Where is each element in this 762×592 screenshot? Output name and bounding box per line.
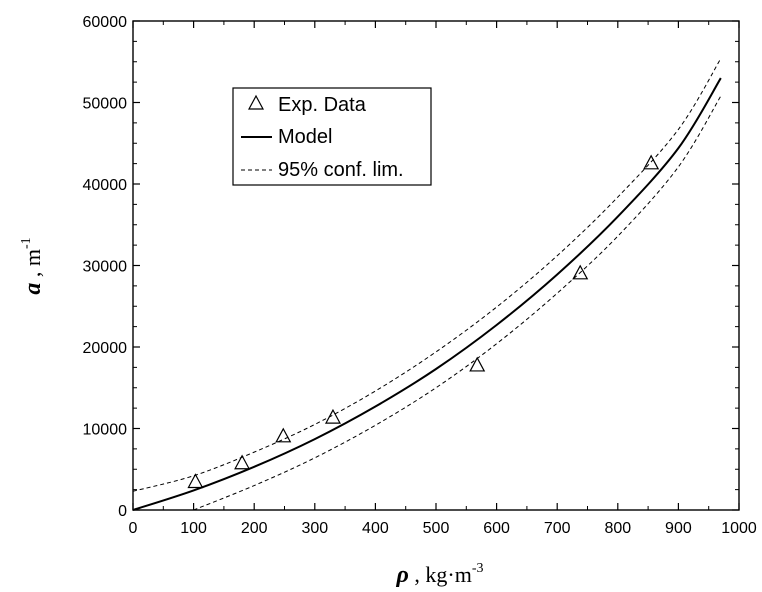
y-tick-label: 10000	[83, 422, 128, 439]
legend-marker-triangle	[247, 94, 265, 110]
x-axis-label: ρ , kg·m-3	[396, 561, 484, 588]
data-point-triangle	[234, 454, 251, 470]
x-tick-label: 400	[362, 520, 389, 537]
x-tick-label: 500	[423, 520, 450, 537]
model-line	[132, 77, 722, 511]
x-tick-label: 900	[665, 520, 692, 537]
x-tick-label: 1000	[721, 520, 757, 537]
x-tick-label: 0	[129, 520, 138, 537]
x-axis-exp: -3	[472, 561, 484, 576]
x-axis-unit: kg·m	[425, 562, 471, 587]
legend-label-conf: 95% conf. lim.	[278, 159, 404, 181]
y-tick-label: 0	[118, 503, 127, 520]
plot-frame	[132, 20, 740, 511]
data-point-triangle	[572, 264, 589, 280]
series-layer	[132, 58, 722, 511]
x-axis-sep: ,	[409, 562, 426, 587]
y-tick-label: 60000	[83, 14, 128, 31]
y-tick-label: 30000	[83, 259, 128, 276]
data-point-triangle	[275, 427, 292, 443]
x-tick-label: 700	[544, 520, 571, 537]
y-axis-unit: m	[20, 249, 45, 266]
axis-tick-labels: 0 100 200 300 400 500 600 700 800 900 100001000020…	[83, 14, 757, 537]
y-axis-label: a , m-1	[19, 237, 46, 294]
y-tick-label: 20000	[83, 340, 128, 357]
x-tick-label: 200	[241, 520, 268, 537]
conf-limit-line	[132, 58, 722, 492]
data-point-triangle	[187, 473, 204, 489]
legend-label-model: Model	[278, 126, 332, 148]
axis-ticks	[132, 20, 740, 511]
y-axis-exp: -1	[19, 237, 34, 249]
x-tick-label: 800	[604, 520, 631, 537]
x-tick-label: 600	[483, 520, 510, 537]
y-tick-label: 50000	[83, 96, 128, 113]
y-tick-label: 40000	[83, 177, 128, 194]
data-point-triangle	[469, 356, 486, 372]
legend: Exp. Data Model 95% conf. lim.	[232, 87, 432, 186]
y-axis-sep: ,	[20, 266, 45, 283]
legend-label-exp-data: Exp. Data	[278, 94, 367, 116]
x-tick-label: 300	[301, 520, 328, 537]
data-point-triangle	[643, 154, 660, 170]
y-axis-symbol: a	[20, 283, 46, 295]
x-axis-symbol: ρ	[396, 562, 409, 588]
x-tick-label: 100	[180, 520, 207, 537]
